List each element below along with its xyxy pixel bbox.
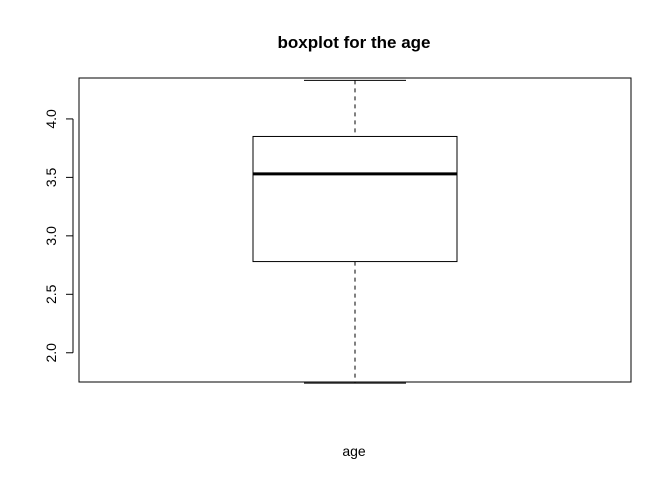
y-tick-label: 2.5 [43,284,59,304]
y-axis: 2.0 2.5 3.0 3.5 4.0 [43,109,74,363]
y-tick-label: 3.0 [43,226,59,246]
boxplot-box [252,79,458,384]
y-tick-label: 4.0 [43,109,59,129]
chart-title: boxplot for the age [278,33,431,52]
x-axis-label: age [342,443,366,459]
y-tick-label: 3.5 [43,167,59,187]
y-tick-label: 2.0 [43,343,59,363]
interquartile-box [252,135,458,263]
